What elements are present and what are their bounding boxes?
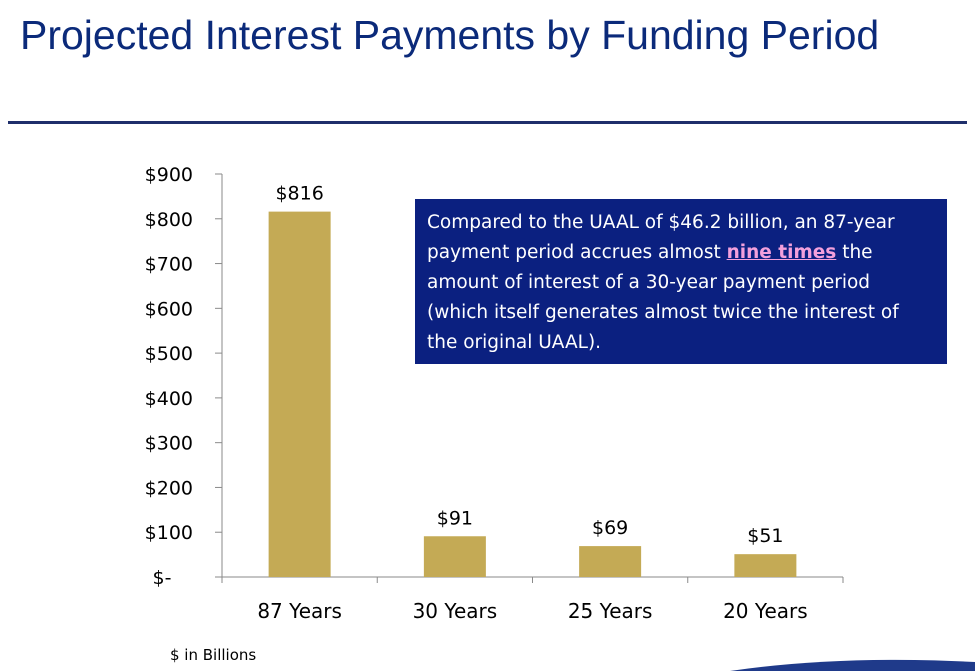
y-tick-label: $800 xyxy=(145,209,193,231)
y-tick-label: $- xyxy=(153,567,172,589)
y-tick-label: $500 xyxy=(145,343,193,365)
callout-text-before: Compared to the UAAL of $46.2 billion, a… xyxy=(427,212,895,263)
title-divider xyxy=(8,121,967,124)
x-category-label: 25 Years xyxy=(568,599,653,623)
bar-value-label: $816 xyxy=(275,183,323,205)
y-tick-label: $300 xyxy=(145,433,193,455)
y-tick-label: $400 xyxy=(145,388,193,410)
bar xyxy=(268,211,331,577)
y-tick-label: $100 xyxy=(145,522,193,544)
callout-text-after: the amount of interest of a 30-year paym… xyxy=(427,242,899,353)
y-tick-label: $200 xyxy=(145,477,193,499)
y-tick-label: $900 xyxy=(145,164,193,186)
bar-value-label: $69 xyxy=(592,517,628,539)
x-category-label: 20 Years xyxy=(723,599,808,623)
decorative-swoosh xyxy=(730,659,975,671)
callout-highlight: nine times xyxy=(726,242,837,263)
bar xyxy=(423,536,486,577)
bar xyxy=(734,554,797,577)
bar xyxy=(579,546,642,577)
x-category-label: 30 Years xyxy=(413,599,498,623)
chart-bars xyxy=(268,211,797,577)
bar-value-label: $51 xyxy=(747,525,783,547)
units-note: $ in Billions xyxy=(170,646,257,664)
x-category-label: 87 Years xyxy=(257,599,342,623)
page-title: Projected Interest Payments by Funding P… xyxy=(20,12,880,58)
chart-labels: $816 87 Years $91 30 Years $69 25 Years $51 20 … xyxy=(257,183,807,623)
bar-value-label: $91 xyxy=(437,507,473,529)
y-tick-label: $700 xyxy=(145,254,193,276)
y-tick-label: $600 xyxy=(145,298,193,320)
callout-box: Compared to the UAAL of $46.2 billion, a… xyxy=(415,199,947,364)
